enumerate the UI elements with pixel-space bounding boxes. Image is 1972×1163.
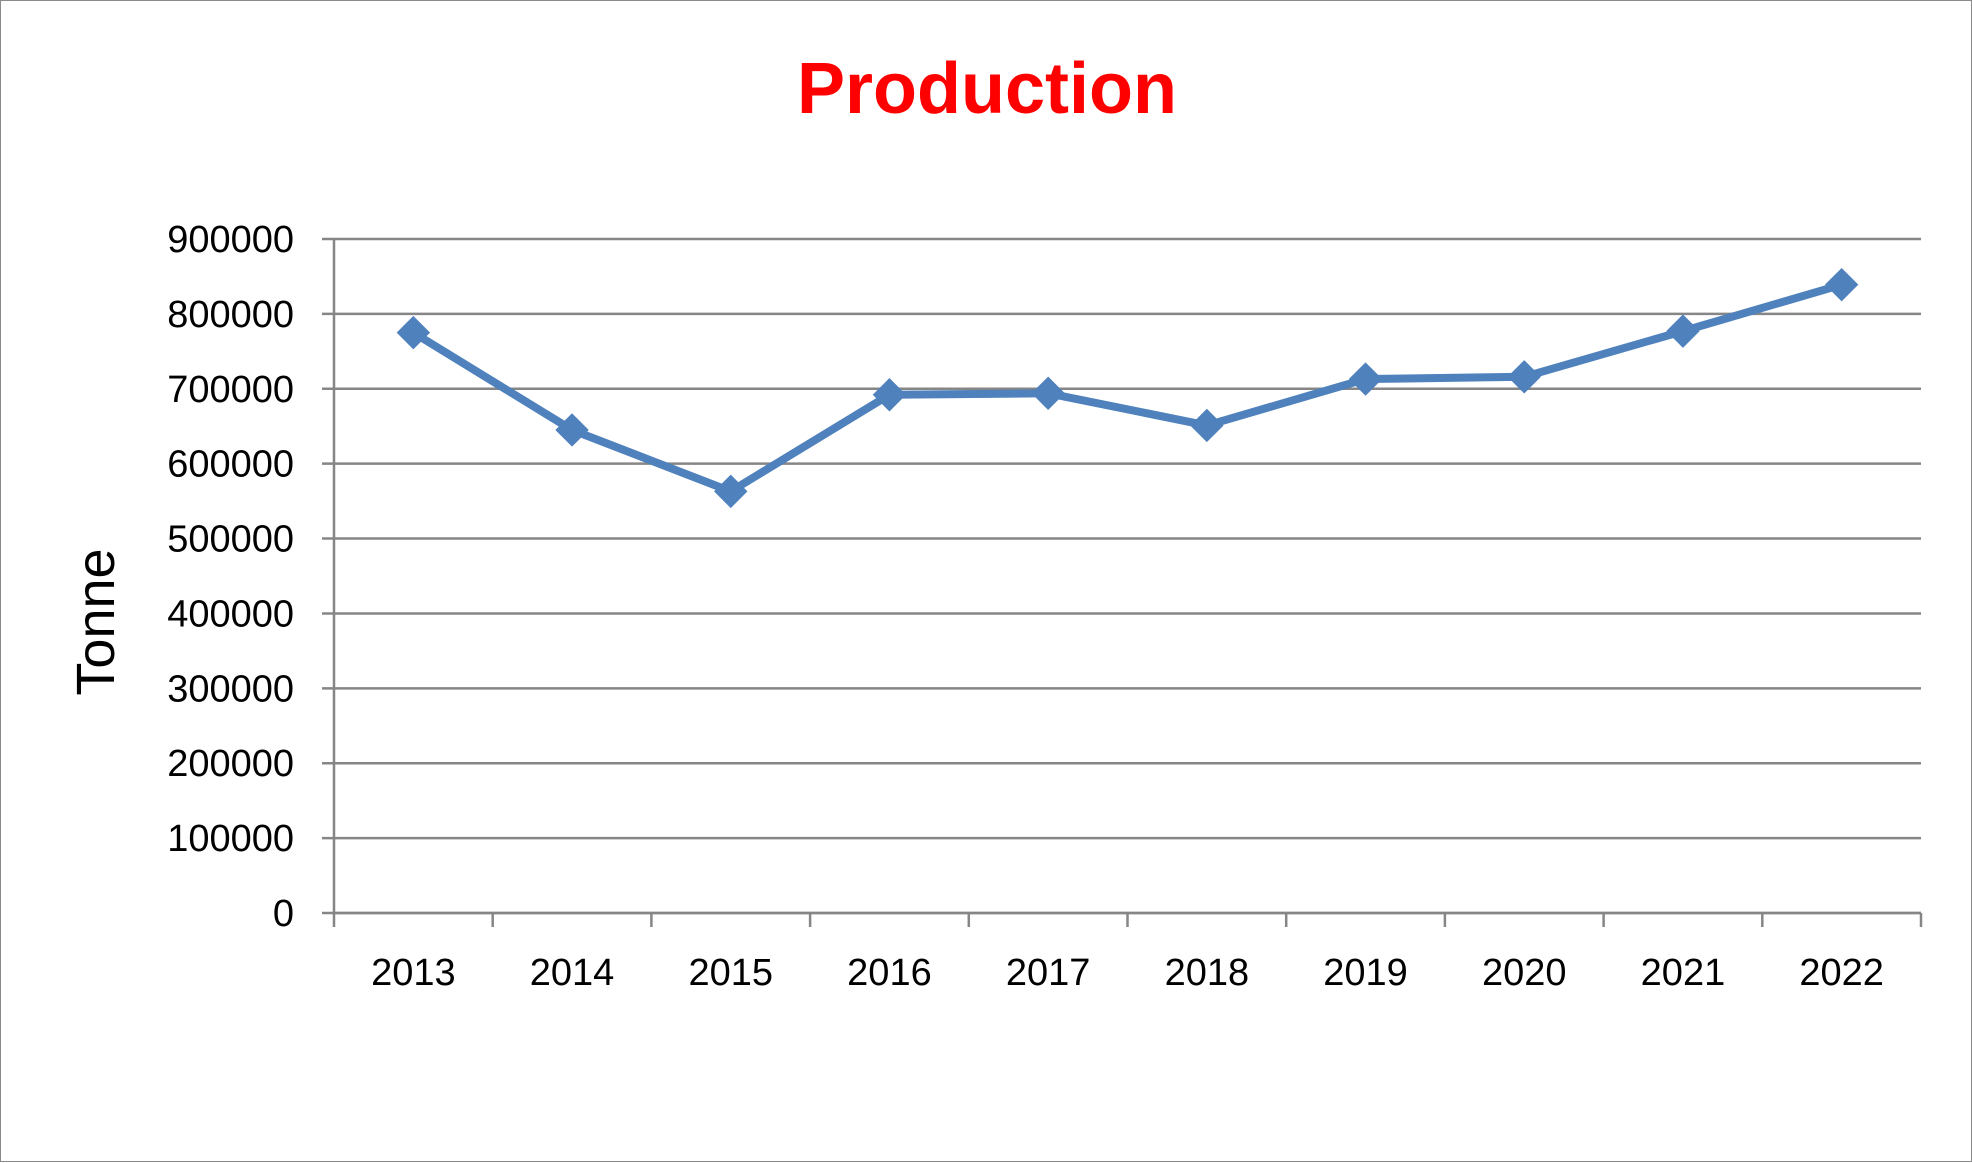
gridlines bbox=[322, 237, 1921, 915]
chart-title: Production bbox=[797, 49, 1177, 129]
x-tick-label-2015: 2015 bbox=[688, 952, 773, 994]
y-tick-label-800000: 800000 bbox=[167, 294, 294, 336]
x-tick-label-2016: 2016 bbox=[847, 952, 932, 994]
x-tick-label-2022: 2022 bbox=[1799, 952, 1884, 994]
x-tick-label-2021: 2021 bbox=[1641, 952, 1726, 994]
data-point-2013 bbox=[396, 315, 431, 350]
data-point-2022 bbox=[1824, 267, 1859, 302]
y-axis-label: Tonne bbox=[66, 548, 126, 695]
data-point-2018 bbox=[1190, 408, 1224, 443]
series-line-0 bbox=[409, 280, 1846, 496]
data-point-2019 bbox=[1348, 362, 1383, 396]
data-point-2021 bbox=[1666, 314, 1700, 348]
x-tick-label-2013: 2013 bbox=[371, 952, 456, 994]
data-point-2016 bbox=[872, 378, 907, 412]
data-point-2014 bbox=[555, 413, 589, 447]
data-point-2015 bbox=[714, 474, 748, 509]
y-tick-label-400000: 400000 bbox=[167, 593, 294, 635]
axes bbox=[332, 239, 1923, 927]
y-tick-label-0: 0 bbox=[273, 893, 294, 935]
x-tick-label-2018: 2018 bbox=[1165, 952, 1250, 994]
y-tick-label-500000: 500000 bbox=[167, 519, 294, 561]
x-tick-label-2014: 2014 bbox=[530, 952, 615, 994]
y-tick-label-900000: 900000 bbox=[167, 219, 294, 261]
y-tick-labels: 0 100000 200000 300000 400000 500000 600000 700… bbox=[167, 219, 294, 935]
x-tick-labels: 2013 2014 2015 2016 2017 2018 2019 2020 2021 2022 bbox=[371, 952, 1884, 994]
x-tick-label-2020: 2020 bbox=[1482, 952, 1567, 994]
y-tick-label-600000: 600000 bbox=[167, 444, 294, 486]
x-tick-label-2019: 2019 bbox=[1323, 952, 1408, 994]
y-tick-label-300000: 300000 bbox=[167, 668, 294, 710]
y-tick-label-700000: 700000 bbox=[167, 369, 294, 411]
x-tick-label-2017: 2017 bbox=[1006, 952, 1091, 994]
y-tick-label-100000: 100000 bbox=[167, 818, 294, 860]
y-tick-label-200000: 200000 bbox=[167, 743, 294, 785]
data-point-2020 bbox=[1507, 360, 1541, 394]
series-production bbox=[396, 267, 1859, 509]
data-point-2017 bbox=[1031, 376, 1065, 410]
